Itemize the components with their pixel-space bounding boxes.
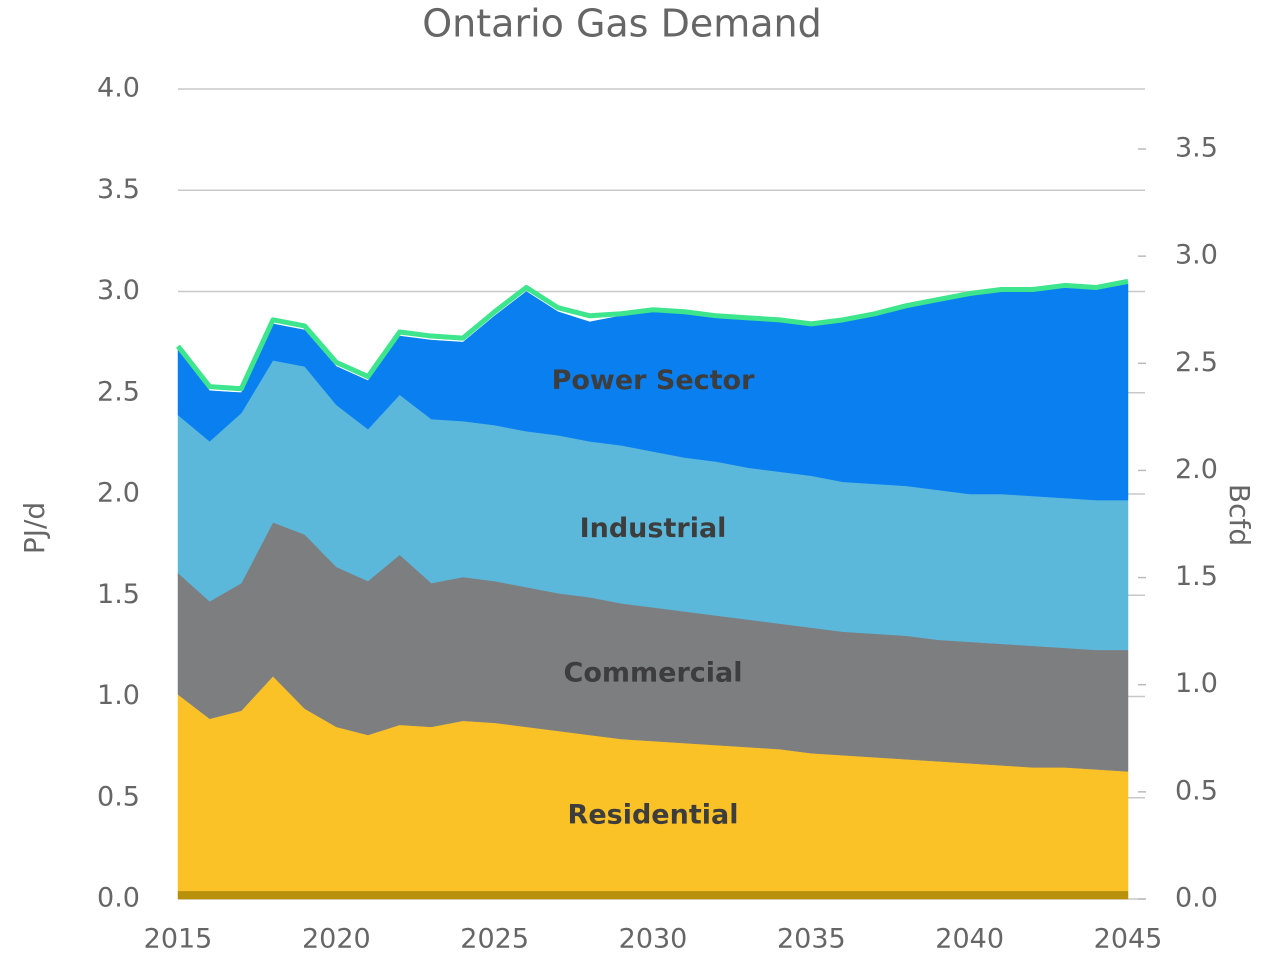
series-label: Power Sector xyxy=(552,365,756,396)
y-tick-label: 3.5 xyxy=(97,174,140,205)
series-label: Residential xyxy=(568,799,739,830)
area xyxy=(177,283,1129,501)
y-tick-label: 2.5 xyxy=(97,376,140,407)
series-label: Commercial xyxy=(564,658,743,689)
series-label: Industrial xyxy=(580,513,727,544)
x-tick-label: 2040 xyxy=(935,924,1004,955)
y2-tick-label: 2.5 xyxy=(1175,347,1218,378)
y-tick-label: 0.5 xyxy=(97,781,140,812)
x-tick-label: 2045 xyxy=(1094,924,1163,955)
y-tick-label: 0.0 xyxy=(97,883,140,914)
y2-tick-label: 0.5 xyxy=(1175,775,1218,806)
y-tick-label: 3.0 xyxy=(97,275,140,306)
y2-axis-label: Bcfd xyxy=(1223,484,1256,546)
area xyxy=(177,890,1129,900)
x-tick-label: 2035 xyxy=(777,924,846,955)
y-tick-label: 1.0 xyxy=(97,680,140,711)
x-tick-label: 2015 xyxy=(144,924,213,955)
y-axis-label: PJ/d xyxy=(18,502,51,554)
y-tick-label: 4.0 xyxy=(97,73,140,104)
y2-tick-label: 1.0 xyxy=(1175,668,1218,699)
y-tick-label: 1.5 xyxy=(97,579,140,610)
total-line xyxy=(176,278,1129,392)
y2-tick-label: 1.5 xyxy=(1175,561,1218,592)
y-tick-label: 2.0 xyxy=(97,478,140,509)
y2-tick-label: 0.0 xyxy=(1175,883,1218,914)
y2-tick-label: 3.0 xyxy=(1175,240,1218,271)
x-tick-label: 2020 xyxy=(302,924,371,955)
chart-title: Ontario Gas Demand xyxy=(422,2,821,46)
x-tick-label: 2025 xyxy=(460,924,529,955)
x-tick-label: 2030 xyxy=(619,924,688,955)
y2-tick-label: 3.5 xyxy=(1175,133,1218,164)
y2-tick-label: 2.0 xyxy=(1175,454,1218,485)
